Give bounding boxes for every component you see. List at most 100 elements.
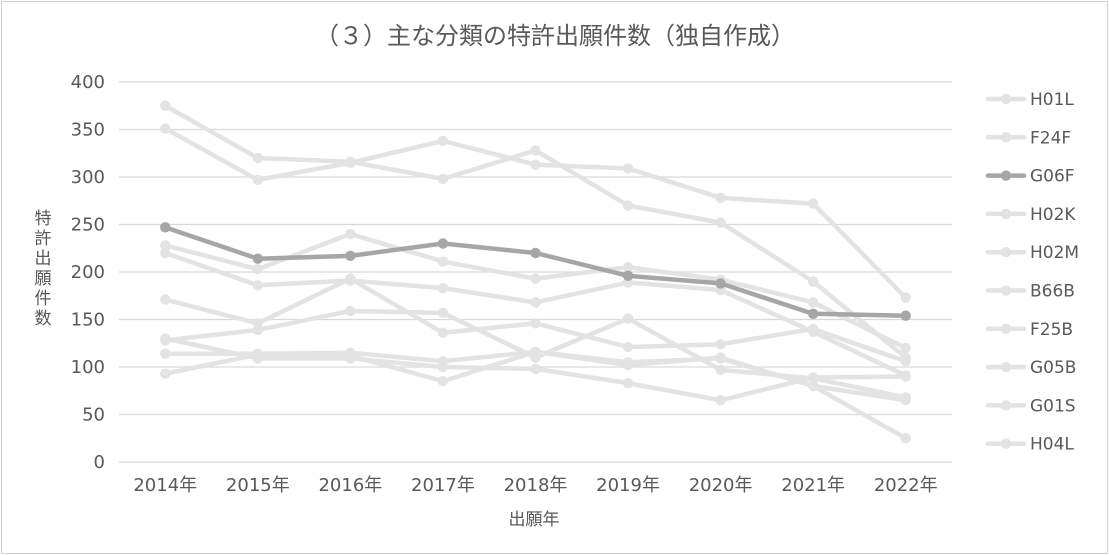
series-f24f <box>160 123 911 303</box>
x-tick-label: 2014年 <box>133 475 197 496</box>
data-point <box>622 341 634 353</box>
legend-marker <box>1000 132 1012 143</box>
legend-marker <box>1000 438 1012 449</box>
data-point <box>160 294 171 305</box>
legend-marker <box>1000 285 1012 296</box>
data-point <box>252 324 264 336</box>
y-axis-label-char: 願 <box>35 269 52 289</box>
legend-item: B66B <box>985 282 1075 302</box>
legend-item: G06F <box>985 167 1075 187</box>
data-point <box>160 348 171 359</box>
data-point <box>530 297 541 308</box>
data-point <box>252 263 264 275</box>
data-point <box>715 364 726 376</box>
legend-marker <box>1000 247 1012 258</box>
x-tick-label: 2022年 <box>874 475 938 496</box>
data-point <box>807 323 819 335</box>
data-point <box>622 262 634 273</box>
data-point <box>622 200 634 211</box>
data-point <box>530 159 541 170</box>
data-point <box>807 276 819 287</box>
data-point <box>622 377 634 389</box>
legend-label: F24F <box>1030 128 1071 148</box>
data-point <box>715 192 726 204</box>
legend-item: F25B <box>985 320 1073 340</box>
series-g05b <box>160 333 911 406</box>
data-point <box>530 145 541 156</box>
data-point <box>807 198 819 209</box>
data-point <box>622 270 634 281</box>
data-point <box>345 228 356 240</box>
x-axis-label: 出願年 <box>509 510 560 530</box>
x-axis-ticks: 2014年 2015年 2016年 2017年 2018年 2019年 2020年 2021年… <box>133 475 937 496</box>
data-point <box>437 356 449 367</box>
legend-marker <box>1000 323 1012 334</box>
data-point <box>622 313 634 324</box>
data-point <box>437 327 449 338</box>
y-tick-label: 50 <box>82 405 105 426</box>
data-point <box>715 278 726 289</box>
legend-item: H01L <box>985 90 1074 110</box>
legend-label: F25B <box>1030 320 1073 340</box>
legend-label: H02K <box>1030 205 1076 225</box>
x-tick-label: 2016年 <box>318 475 382 496</box>
data-point <box>160 240 171 251</box>
gridlines <box>119 81 952 463</box>
data-point <box>530 363 541 375</box>
legend-item: H04L <box>985 435 1074 455</box>
series-layer <box>160 100 911 444</box>
data-point <box>437 256 449 267</box>
y-axis-label-char: 数 <box>35 309 52 329</box>
data-point <box>622 359 634 371</box>
data-point <box>345 305 356 317</box>
data-point <box>437 376 449 387</box>
x-tick-label: 2018年 <box>504 475 568 496</box>
series-h02k <box>160 228 911 354</box>
data-point <box>160 368 171 379</box>
data-point <box>345 273 356 284</box>
legend-label: G05B <box>1030 358 1076 378</box>
y-tick-label: 0 <box>94 452 105 473</box>
x-tick-label: 2017年 <box>411 475 475 496</box>
data-point <box>160 333 171 344</box>
legend-marker <box>1000 170 1012 181</box>
data-point <box>715 339 726 350</box>
data-point <box>715 217 726 228</box>
data-point <box>437 307 449 319</box>
y-axis-label: 特許出願件数 <box>35 209 52 329</box>
data-point <box>437 173 449 185</box>
legend-marker <box>1000 208 1012 220</box>
data-point <box>900 433 911 444</box>
y-tick-label: 200 <box>71 262 105 283</box>
legend-marker <box>1000 400 1012 411</box>
x-tick-label: 2015年 <box>226 475 290 496</box>
x-tick-label: 2019年 <box>596 475 660 496</box>
y-axis-label-char: 出 <box>35 249 52 269</box>
data-point <box>530 273 541 284</box>
data-point <box>252 349 264 360</box>
data-point <box>900 292 911 303</box>
legend-item: G01S <box>985 396 1076 416</box>
data-point <box>900 371 911 382</box>
y-tick-label: 150 <box>71 310 105 331</box>
data-point <box>622 163 634 174</box>
data-point <box>252 152 264 164</box>
y-tick-label: 300 <box>71 167 105 188</box>
data-point <box>530 247 541 259</box>
legend: H01L F24F G06F H02K H02M B66B F25B G05B G01S H04L <box>985 90 1079 455</box>
data-point <box>252 174 264 186</box>
y-tick-label: 350 <box>71 120 105 141</box>
data-point <box>345 250 356 262</box>
legend-marker <box>1000 93 1012 105</box>
y-axis-ticks: 0 50 100 150 200 250 300 350 400 <box>71 72 105 473</box>
legend-item: H02K <box>985 205 1076 225</box>
data-point <box>530 318 541 329</box>
data-point <box>900 395 911 406</box>
x-tick-label: 2021年 <box>781 475 845 496</box>
legend-item: F24F <box>985 128 1071 148</box>
data-point <box>900 342 911 354</box>
data-point <box>345 157 356 168</box>
data-point <box>807 372 819 383</box>
data-point <box>160 247 171 259</box>
